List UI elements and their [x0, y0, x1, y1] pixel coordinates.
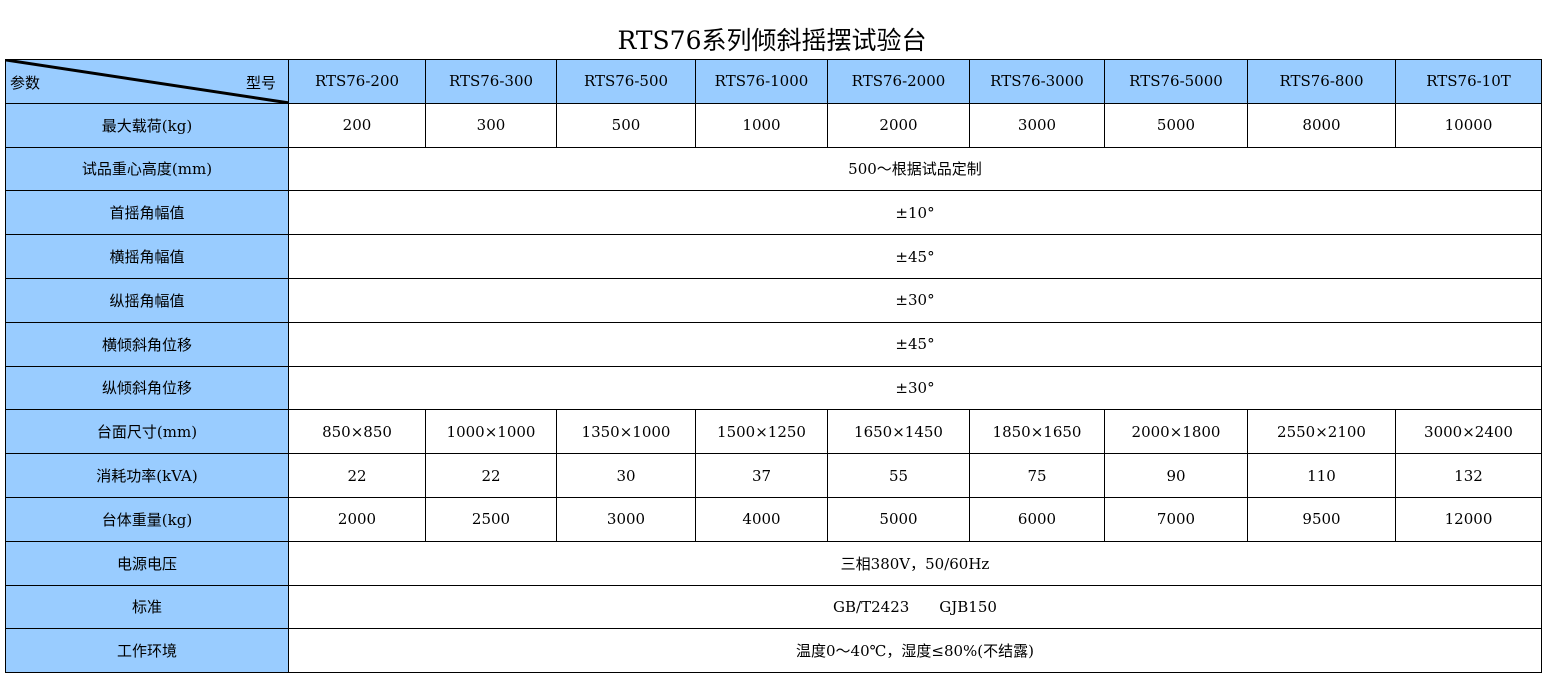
table-row: 首摇角幅值 ±10° [5, 190, 1542, 236]
table-row: 最大载荷(kg) 200 300 500 1000 2000 3000 5000 8000 100… [5, 102, 1542, 148]
model-header: RTS76-800 [1247, 59, 1396, 104]
model-header: RTS76-1000 [695, 59, 828, 104]
row-label: 台体重量(kg) [5, 496, 289, 542]
model-header: RTS76-10T [1395, 59, 1542, 104]
table-row: 台体重量(kg) 2000 2500 3000 4000 5000 6000 7000 9500… [5, 496, 1542, 542]
table-cell: 37 [695, 453, 828, 498]
table-row: 标准 GB/T2423 GJB150 [5, 584, 1542, 630]
table-cell: 22 [425, 453, 557, 498]
row-label: 横摇角幅值 [5, 234, 289, 279]
table-cell: 1500×1250 [695, 409, 828, 455]
table-cell: 2550×2100 [1247, 409, 1396, 455]
table-cell: 2500 [425, 496, 557, 542]
merged-cell: GB/T2423 GJB150 [288, 584, 1542, 630]
table-row: 工作环境 温度0～40℃，湿度≤80%(不结露) [5, 628, 1542, 674]
table-cell: 90 [1104, 453, 1248, 498]
merged-cell: 温度0～40℃，湿度≤80%(不结露) [288, 628, 1542, 674]
spec-table: 参数 型号 RTS76-200 RTS76-300 RTS76-500 RTS76-1… [5, 59, 1542, 674]
row-label: 纵摇角幅值 [5, 277, 289, 323]
row-label: 最大载荷(kg) [5, 102, 289, 148]
row-label: 首摇角幅值 [5, 190, 289, 236]
table-row: 横摇角幅值 ±45° [5, 234, 1542, 279]
table-cell: 22 [288, 453, 426, 498]
table-row: 消耗功率(kVA) 22 22 30 37 55 75 90 110 132 [5, 453, 1542, 498]
table-row: 纵倾斜角位移 ±30° [5, 365, 1542, 411]
table-cell: 6000 [969, 496, 1105, 542]
table-row: 台面尺寸(mm) 850×850 1000×1000 1350×1000 1500×12… [5, 409, 1542, 455]
table-cell: 1650×1450 [827, 409, 970, 455]
model-header: RTS76-500 [556, 59, 696, 104]
table-cell: 1850×1650 [969, 409, 1105, 455]
table-cell: 132 [1395, 453, 1542, 498]
table-row: 电源电压 三相380V，50/60Hz [5, 540, 1542, 586]
table-cell: 30 [556, 453, 696, 498]
table-cell: 4000 [695, 496, 828, 542]
corner-left-label: 参数 [10, 74, 41, 92]
table-cell: 9500 [1247, 496, 1396, 542]
table-cell: 55 [827, 453, 970, 498]
table-row: 纵摇角幅值 ±30° [5, 277, 1542, 323]
table-cell: 5000 [827, 496, 970, 542]
table-cell: 7000 [1104, 496, 1248, 542]
table-cell: 300 [425, 102, 557, 148]
table-row: 横倾斜角位移 ±45° [5, 321, 1542, 367]
row-label: 纵倾斜角位移 [5, 365, 289, 411]
row-label: 台面尺寸(mm) [5, 409, 289, 455]
row-label: 消耗功率(kVA) [5, 453, 289, 498]
table-row: 试品重心高度(mm) 500～根据试品定制 [5, 146, 1542, 192]
model-header: RTS76-200 [288, 59, 426, 104]
merged-cell: ±45° [288, 321, 1542, 367]
row-label: 工作环境 [5, 628, 289, 674]
table-cell: 5000 [1104, 102, 1248, 148]
merged-cell: ±30° [288, 365, 1542, 411]
model-header: RTS76-3000 [969, 59, 1105, 104]
table-cell: 8000 [1247, 102, 1396, 148]
row-label: 标准 [5, 584, 289, 630]
page-title: RTS76系列倾斜摇摆试验台 [617, 26, 927, 55]
merged-cell: 500～根据试品定制 [288, 146, 1542, 192]
table-cell: 10000 [1395, 102, 1542, 148]
diagonal-divider [6, 60, 288, 103]
row-label: 电源电压 [5, 540, 289, 586]
corner-cell: 参数 型号 [5, 59, 289, 104]
header-row: 参数 型号 RTS76-200 RTS76-300 RTS76-500 RTS76-1… [5, 59, 1542, 104]
table-cell: 200 [288, 102, 426, 148]
table-cell: 3000 [969, 102, 1105, 148]
table-cell: 12000 [1395, 496, 1542, 542]
table-cell: 1000×1000 [425, 409, 557, 455]
merged-cell: ±10° [288, 190, 1542, 236]
table-cell: 1000 [695, 102, 828, 148]
row-label: 横倾斜角位移 [5, 321, 289, 367]
table-cell: 850×850 [288, 409, 426, 455]
merged-cell: ±30° [288, 277, 1542, 323]
table-cell: 1350×1000 [556, 409, 696, 455]
table-cell: 110 [1247, 453, 1396, 498]
table-cell: 3000×2400 [1395, 409, 1542, 455]
corner-right-label: 型号 [245, 74, 276, 92]
model-header: RTS76-5000 [1104, 59, 1248, 104]
merged-cell: 三相380V，50/60Hz [288, 540, 1542, 586]
table-cell: 3000 [556, 496, 696, 542]
table-cell: 75 [969, 453, 1105, 498]
merged-cell: ±45° [288, 234, 1542, 279]
model-header: RTS76-300 [425, 59, 557, 104]
table-cell: 2000×1800 [1104, 409, 1248, 455]
row-label: 试品重心高度(mm) [5, 146, 289, 192]
model-header: RTS76-2000 [827, 59, 970, 104]
table-cell: 2000 [827, 102, 970, 148]
table-cell: 2000 [288, 496, 426, 542]
table-cell: 500 [556, 102, 696, 148]
